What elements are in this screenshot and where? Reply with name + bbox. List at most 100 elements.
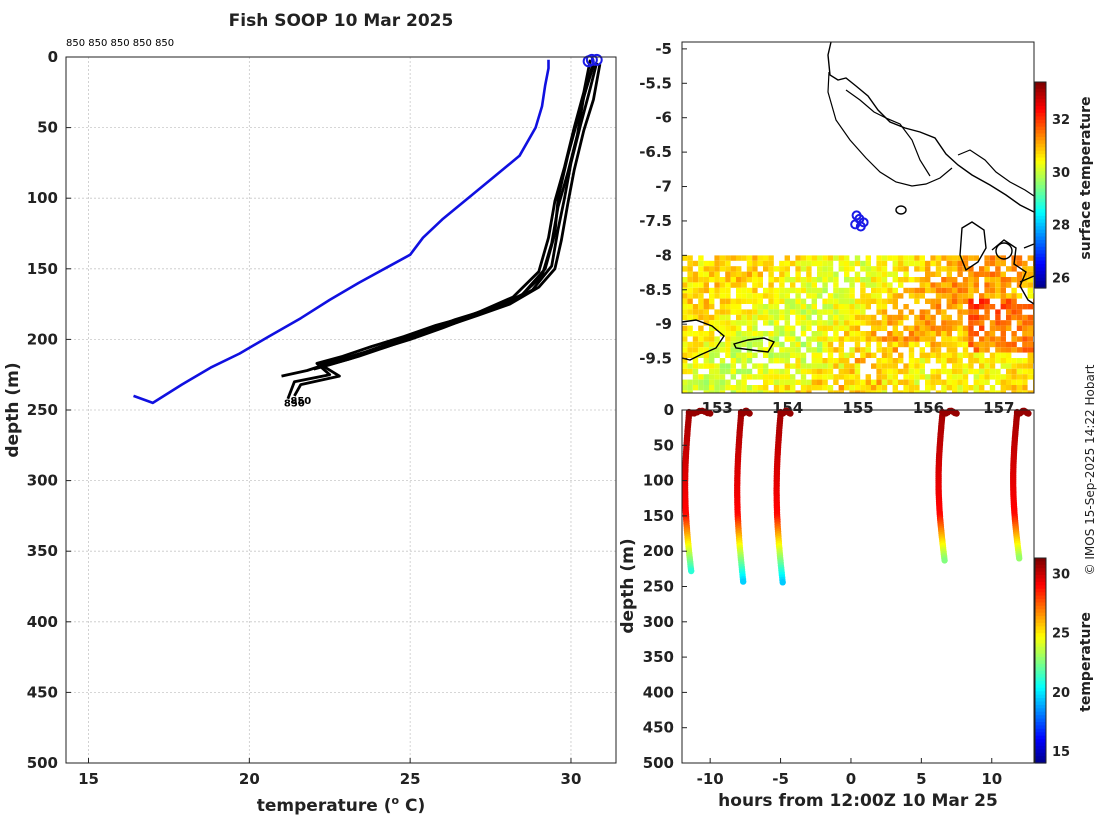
sst-cell bbox=[903, 277, 909, 283]
sst-cell bbox=[935, 293, 942, 299]
sst-cell bbox=[989, 352, 996, 358]
sst-cell bbox=[741, 363, 747, 369]
sst-cell bbox=[838, 363, 844, 369]
sst-cell bbox=[941, 390, 947, 393]
sst-cell bbox=[800, 266, 807, 272]
sst-cell bbox=[757, 260, 763, 267]
sst-cell bbox=[746, 298, 753, 304]
sst-cell bbox=[865, 314, 871, 321]
sst-cell bbox=[881, 390, 888, 393]
sst-cell bbox=[827, 341, 834, 348]
sst-cell bbox=[881, 271, 888, 277]
sst-cell bbox=[817, 347, 823, 353]
sst-cell bbox=[682, 368, 688, 375]
sst-cell bbox=[736, 298, 742, 304]
sst-cell bbox=[1027, 374, 1033, 380]
sst-cell bbox=[914, 368, 920, 375]
sst-cell bbox=[687, 277, 693, 283]
sst-cell bbox=[957, 363, 963, 369]
sst-cell bbox=[919, 358, 925, 364]
sst-cell bbox=[1000, 374, 1006, 380]
sst-cell bbox=[1011, 277, 1017, 283]
sst-cell bbox=[687, 298, 693, 304]
sst-cell bbox=[892, 374, 898, 380]
sst-cell bbox=[984, 331, 990, 337]
sst-cell bbox=[698, 255, 704, 261]
sst-cell bbox=[730, 368, 736, 375]
colorbar-segment bbox=[1035, 209, 1046, 214]
sst-cell bbox=[968, 336, 974, 342]
sst-cell bbox=[800, 379, 807, 385]
sst-cell bbox=[800, 255, 807, 261]
sst-cell bbox=[914, 293, 920, 299]
sst-cell bbox=[876, 320, 882, 326]
colorbar-segment bbox=[1035, 150, 1046, 155]
sst-cell bbox=[984, 293, 990, 299]
colorbar-segment bbox=[1035, 674, 1046, 679]
sst-cell bbox=[898, 293, 904, 299]
sst-cell bbox=[914, 287, 920, 294]
sst-cell bbox=[881, 325, 888, 331]
sst-cell bbox=[871, 320, 877, 326]
sst-cell bbox=[1016, 379, 1023, 385]
sst-cell bbox=[833, 374, 839, 380]
sst-cell bbox=[1016, 260, 1023, 267]
sst-cell bbox=[741, 287, 747, 294]
sst-cell bbox=[989, 282, 996, 288]
sst-cell bbox=[806, 277, 812, 283]
sst-cell bbox=[849, 374, 855, 380]
sst-cell bbox=[979, 352, 985, 358]
sst-cell bbox=[1000, 287, 1006, 294]
sst-cell bbox=[876, 358, 882, 364]
sst-cell bbox=[687, 271, 693, 277]
sst-cell bbox=[833, 277, 839, 283]
sst-cell bbox=[925, 379, 931, 385]
sst-cell bbox=[876, 309, 882, 315]
colorbar-segment bbox=[1035, 267, 1046, 272]
sst-cell bbox=[1016, 347, 1023, 353]
sst-cell bbox=[714, 336, 720, 342]
sst-cell bbox=[703, 309, 709, 315]
sst-cell bbox=[854, 341, 861, 348]
sst-cell bbox=[827, 320, 834, 326]
sst-cell bbox=[682, 304, 688, 310]
sst-cell bbox=[979, 271, 985, 277]
sst-cell bbox=[844, 336, 850, 342]
sst-cell bbox=[1022, 363, 1028, 369]
sst-cell bbox=[952, 260, 958, 267]
sst-cell bbox=[854, 385, 861, 391]
sst-cell bbox=[719, 368, 726, 375]
section-cast-point bbox=[1016, 555, 1023, 562]
sst-cell bbox=[757, 255, 763, 261]
sst-cell bbox=[989, 325, 996, 331]
sst-cell bbox=[876, 282, 882, 288]
sst-cell bbox=[790, 260, 796, 267]
sst-cell bbox=[725, 385, 731, 391]
sst-cell bbox=[952, 336, 958, 342]
sst-cell bbox=[973, 347, 979, 353]
sst-cell bbox=[844, 277, 850, 283]
sst-cell bbox=[881, 304, 888, 310]
sst-cell bbox=[968, 314, 974, 321]
sst-cell bbox=[698, 314, 704, 321]
sst-cell bbox=[709, 379, 715, 385]
sst-cell bbox=[698, 309, 704, 315]
sst-cell bbox=[806, 255, 812, 261]
section-y-tick-label: 200 bbox=[643, 542, 674, 560]
sst-cell bbox=[989, 341, 996, 348]
sst-cell bbox=[865, 347, 871, 353]
sst-cell bbox=[1000, 331, 1006, 337]
sst-cell bbox=[692, 368, 699, 375]
sst-cell bbox=[881, 260, 888, 267]
sst-cell bbox=[881, 320, 888, 326]
colorbar-segment bbox=[1035, 185, 1046, 190]
sst-cell bbox=[838, 320, 844, 326]
sst-cell bbox=[898, 260, 904, 267]
colorbar-frame bbox=[1034, 81, 1047, 289]
sst-cell bbox=[995, 271, 1001, 277]
sst-cell bbox=[709, 352, 715, 358]
sst-cell bbox=[806, 293, 812, 299]
sst-cell bbox=[838, 390, 844, 393]
sst-cell bbox=[887, 347, 893, 353]
sst-cell bbox=[876, 336, 882, 342]
